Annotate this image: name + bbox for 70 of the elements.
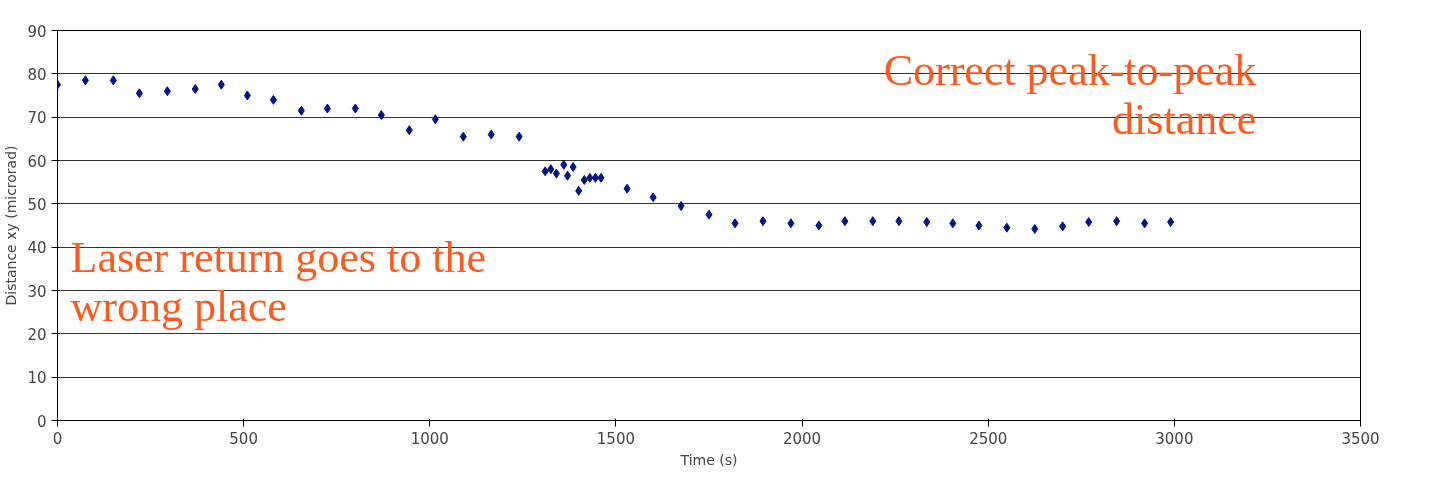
point (1141, 218, 1149, 229)
point (575, 185, 583, 196)
y-tick-label: 70 (27, 109, 47, 128)
point (135, 88, 143, 99)
point (815, 220, 823, 231)
point (564, 170, 572, 181)
point (269, 94, 277, 105)
point (487, 129, 495, 140)
point (405, 125, 413, 136)
x-tick-label: 3500 (1341, 429, 1380, 448)
point (1059, 221, 1067, 232)
point (431, 114, 439, 125)
point (597, 172, 605, 183)
point (1003, 222, 1011, 233)
point (569, 162, 577, 172)
point (580, 175, 588, 185)
point (541, 166, 549, 177)
point (351, 103, 359, 114)
point (297, 105, 305, 116)
point (191, 84, 199, 94)
point (975, 220, 983, 231)
annotation: Laser return goes to the wrong place (70, 233, 486, 332)
point (1085, 217, 1093, 228)
x-tick-label: 0 (52, 429, 63, 448)
point (591, 172, 599, 183)
point (323, 103, 331, 114)
point (547, 164, 555, 175)
point (515, 131, 523, 142)
point (217, 79, 225, 90)
point (377, 110, 385, 120)
x-tick-label: 1500 (596, 429, 636, 448)
x-tick-label: 3000 (1155, 429, 1194, 448)
x-tick-label: 2000 (782, 429, 822, 448)
point (759, 216, 767, 227)
point (869, 216, 877, 227)
y-tick-label: 60 (27, 152, 47, 171)
point (243, 90, 251, 101)
point (705, 209, 713, 220)
point (923, 217, 931, 228)
point (1167, 217, 1175, 228)
x-axis-title: Time (s) (679, 451, 738, 468)
point (459, 131, 467, 142)
y-tick-label: 80 (27, 65, 47, 84)
y-tick-label: 90 (27, 22, 47, 41)
x-tick-label: 2500 (969, 429, 1008, 448)
point (649, 192, 657, 203)
point (163, 86, 171, 97)
y-tick-label: 30 (27, 282, 47, 301)
point (787, 218, 795, 229)
point (623, 183, 631, 194)
point (1031, 223, 1039, 234)
point (586, 172, 594, 183)
point (677, 201, 685, 211)
point (731, 218, 739, 229)
point (109, 75, 117, 86)
y-tick-label: 50 (27, 195, 47, 214)
point (895, 216, 903, 227)
y-tick-label: 40 (27, 239, 47, 258)
y-tick-label: 20 (27, 325, 47, 344)
point (81, 75, 89, 86)
point (552, 168, 560, 179)
x-tick-label: 500 (229, 429, 258, 448)
point (949, 218, 957, 229)
x-tick-label: 1000 (410, 429, 449, 448)
point (560, 159, 568, 170)
point (841, 216, 849, 227)
point (1113, 216, 1121, 227)
y-tick-label: 0 (36, 412, 47, 431)
y-tick-label: 10 (27, 369, 47, 388)
y-axis-title: Distance xy (microrad) (3, 145, 20, 306)
